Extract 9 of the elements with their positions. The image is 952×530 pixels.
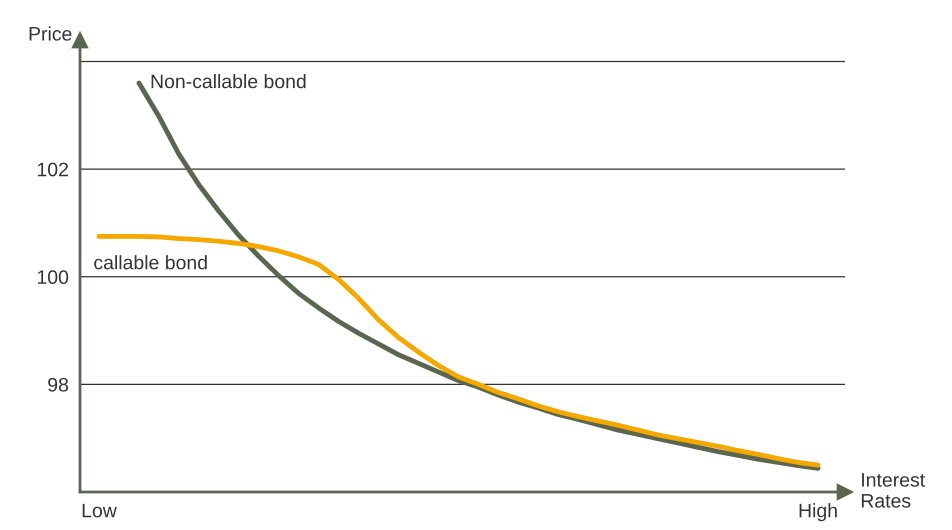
series-label: Non-callable bond	[152, 74, 306, 88]
x-tick-label: Low	[82, 504, 117, 518]
y-tick-label: 98	[48, 378, 68, 392]
y-tick-label: 102	[38, 162, 68, 176]
series-label: callable bond	[94, 255, 207, 270]
y-axis-title: Price	[30, 26, 72, 41]
x-tick-label: High	[800, 503, 837, 522]
x-axis-title: Interest Rates	[862, 473, 926, 508]
y-tick-label: 100	[38, 270, 68, 284]
